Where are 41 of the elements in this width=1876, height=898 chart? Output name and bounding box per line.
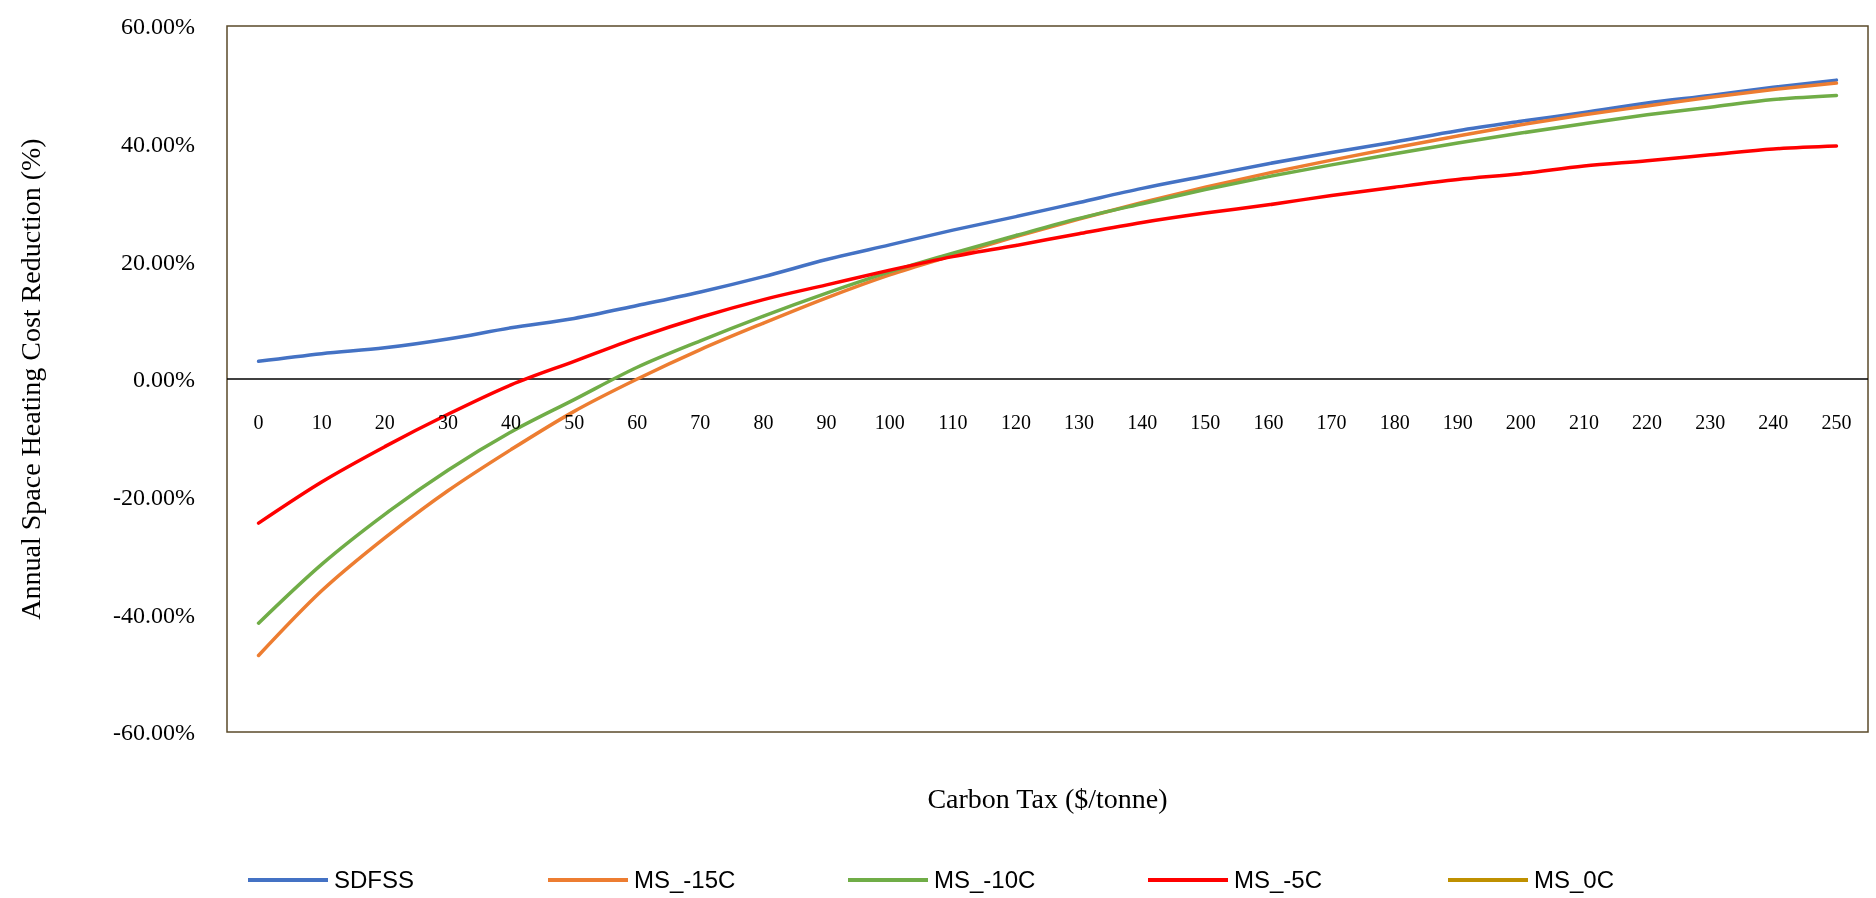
x-tick-label: 100 [874, 411, 905, 433]
x-tick-label: 60 [627, 411, 648, 433]
x-tick-label: 40 [501, 411, 522, 433]
x-tick-label: 20 [374, 411, 395, 433]
x-tick-label: 110 [938, 411, 968, 433]
x-tick-label: 50 [564, 411, 585, 433]
x-tick-label: 80 [753, 411, 774, 433]
x-tick-label: 220 [1632, 411, 1663, 433]
y-tick-label: 40.00% [121, 131, 195, 158]
x-tick-label: 120 [1000, 411, 1031, 433]
legend-label: MS_-10C [934, 866, 1036, 894]
x-tick-label: 210 [1568, 411, 1599, 433]
x-tick-label: 230 [1695, 411, 1726, 433]
x-tick-label: 200 [1505, 411, 1536, 433]
x-tick-label: 70 [690, 411, 711, 433]
x-tick-label: 90 [816, 411, 837, 433]
x-tick-label: 240 [1758, 411, 1789, 433]
x-tick-label: 150 [1190, 411, 1221, 433]
x-tick-label: 30 [437, 411, 458, 433]
y-tick-label: -60.00% [113, 719, 196, 746]
x-tick-label: 140 [1127, 411, 1158, 433]
x-tick-label: 190 [1442, 411, 1473, 433]
x-tick-label: 0 [253, 411, 264, 433]
y-tick-label: 20.00% [121, 248, 195, 275]
legend-label: MS_-15C [634, 866, 736, 894]
x-tick-label: 130 [1064, 411, 1095, 433]
x-tick-label: 160 [1253, 411, 1284, 433]
y-tick-label: 60.00% [121, 13, 195, 40]
y-tick-label: -40.00% [113, 601, 196, 628]
y-tick-label: 0.00% [133, 366, 195, 393]
legend-label: SDFSS [334, 866, 415, 894]
legend-label: MS_0C [1534, 866, 1615, 894]
legend-label: MS_-5C [1234, 866, 1323, 894]
x-tick-label: 250 [1821, 411, 1852, 433]
y-tick-label: -20.00% [113, 484, 196, 511]
x-axis-title: Carbon Tax ($/tonne) [927, 783, 1168, 814]
y-axis-title: Annual Space Heating Cost Reduction (%) [15, 138, 46, 620]
x-tick-label: 170 [1316, 411, 1347, 433]
x-tick-label: 10 [311, 411, 332, 433]
line-series [256, 78, 1839, 364]
x-tick-label: 180 [1379, 411, 1410, 433]
